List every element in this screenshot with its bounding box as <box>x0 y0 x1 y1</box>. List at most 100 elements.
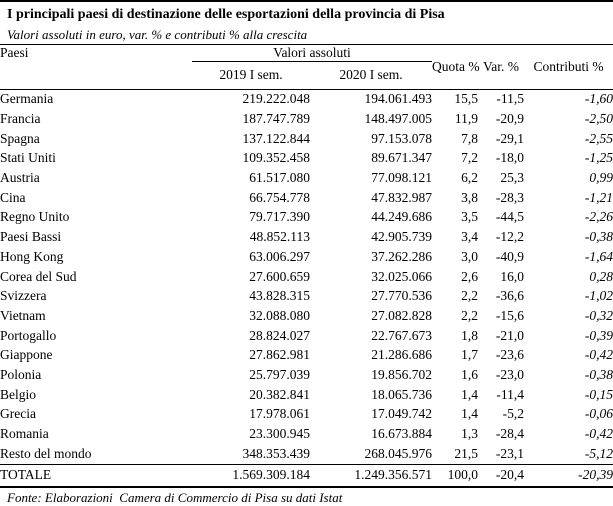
quota-cell: 7,2 <box>461 150 478 166</box>
contributi-cell: 0,28 <box>589 268 613 284</box>
value-2019-cell: 20.382.841 <box>249 386 310 402</box>
var-cell: -29,1 <box>495 130 524 146</box>
report-title: I principali paesi di destinazione delle… <box>7 6 445 22</box>
contributi-cell: -1,64 <box>584 248 613 264</box>
value-2020-cell: 77.098.121 <box>371 170 432 186</box>
value-2020-cell: 32.025.066 <box>371 268 432 284</box>
table-header: Paesi Valori assoluti Quota % Var. % Con… <box>0 44 613 89</box>
table-body: Germania 219.222.048 194.061.493 15,5 -1… <box>0 89 613 487</box>
header-quota: Quota % <box>432 58 480 74</box>
contributi-cell: -2,26 <box>584 209 613 225</box>
table-row: Giappone 27.862.981 21.286.686 1,7 -23,6… <box>0 345 613 365</box>
value-2019-cell: 63.006.297 <box>249 248 310 264</box>
var-cell: -18,0 <box>495 150 524 166</box>
value-2020-cell: 47.832.987 <box>371 189 432 205</box>
quota-cell: 3,0 <box>461 248 478 264</box>
value-2019-cell: 61.517.080 <box>249 170 310 186</box>
table-row: Portogallo 28.824.027 22.767.673 1,8 -21… <box>0 326 613 346</box>
var-cell: -11,5 <box>496 91 524 107</box>
contributi-cell: -1,21 <box>584 189 613 205</box>
value-2019-cell: 348.353.439 <box>242 445 311 461</box>
var-cell: -12,2 <box>495 229 524 245</box>
value-2019-cell: 28.824.027 <box>249 327 310 343</box>
country-cell: Paesi Bassi <box>0 229 62 245</box>
contributi-cell: -0,06 <box>584 406 613 422</box>
header-row-1: Paesi Valori assoluti Quota % Var. % Con… <box>0 44 613 74</box>
country-cell: Svizzera <box>0 288 47 304</box>
value-2019-cell: 43.828.315 <box>249 288 310 304</box>
total-row: TOTALE 1.569.309.184 1.249.356.571 100,0… <box>0 464 613 487</box>
country-cell: Grecia <box>0 406 36 422</box>
contributi-cell: -0,38 <box>584 366 613 382</box>
country-cell: Vietnam <box>0 307 46 323</box>
value-2019-cell: 109.352.458 <box>242 150 311 166</box>
var-cell: -11,4 <box>496 386 524 402</box>
quota-cell: 2,6 <box>461 268 478 284</box>
value-2020-cell: 89.671.347 <box>371 150 432 166</box>
country-cell: Hong Kong <box>0 248 64 264</box>
value-2020-cell: 21.286.686 <box>371 347 432 363</box>
total-var-cell: -20,4 <box>495 467 524 483</box>
table-row: Spagna 137.122.844 97.153.078 7,8 -29,1 … <box>0 129 613 149</box>
quota-cell: 1,8 <box>461 327 478 343</box>
contributi-cell: -1,02 <box>584 288 613 304</box>
country-cell: Spagna <box>0 130 40 146</box>
value-2019-cell: 17.978.061 <box>249 406 310 422</box>
table-row: Regno Unito 79.717.390 44.249.686 3,5 -4… <box>0 208 613 228</box>
country-cell: Stati Uniti <box>0 150 56 166</box>
var-cell: -15,6 <box>495 307 524 323</box>
contributi-cell: -2,50 <box>584 111 613 127</box>
country-cell: Belgio <box>0 386 36 402</box>
value-2019-cell: 23.300.945 <box>249 426 310 442</box>
value-2019-cell: 48.852.113 <box>249 229 310 245</box>
quota-cell: 7,8 <box>461 130 478 146</box>
table-row: Paesi Bassi 48.852.113 42.905.739 3,4 -1… <box>0 227 613 247</box>
value-2020-cell: 27.770.536 <box>371 288 432 304</box>
total-label-cell: TOTALE <box>0 467 52 483</box>
var-cell: -28,3 <box>495 189 524 205</box>
var-cell: -28,4 <box>495 426 524 442</box>
quota-cell: 2,2 <box>461 288 478 304</box>
value-2019-cell: 66.754.778 <box>249 189 310 205</box>
table-row: Polonia 25.797.039 19.856.702 1,6 -23,0 … <box>0 365 613 385</box>
value-2019-cell: 25.797.039 <box>249 366 310 382</box>
source-note: Fonte: Elaborazioni Camera di Commercio … <box>7 489 343 505</box>
table-row: Germania 219.222.048 194.061.493 15,5 -1… <box>0 89 613 109</box>
total-quota-cell: 100,0 <box>447 467 478 483</box>
header-row-2: 2019 I sem. 2020 I sem. <box>0 61 613 89</box>
table-row: Francia 187.747.789 148.497.005 11,9 -20… <box>0 109 613 129</box>
contributi-cell: -0,38 <box>584 229 613 245</box>
contributi-cell: -0,42 <box>584 347 613 363</box>
country-cell: Giappone <box>0 347 53 363</box>
table-row: Svizzera 43.828.315 27.770.536 2,2 -36,6… <box>0 286 613 306</box>
contributi-cell: -5,12 <box>584 445 613 461</box>
total-2019-cell: 1.569.309.184 <box>232 467 310 483</box>
value-2020-cell: 42.905.739 <box>371 229 432 245</box>
value-2019-cell: 27.600.659 <box>249 268 310 284</box>
contributi-cell: -1,25 <box>584 150 613 166</box>
table-row: Belgio 20.382.841 18.065.736 1,4 -11,4 -… <box>0 385 613 405</box>
table-row: Hong Kong 63.006.297 37.262.286 3,0 -40,… <box>0 247 613 267</box>
value-2020-cell: 44.249.686 <box>371 209 432 225</box>
country-cell: Corea del Sud <box>0 268 77 284</box>
value-2019-cell: 219.222.048 <box>242 91 311 107</box>
country-cell: Regno Unito <box>0 209 70 225</box>
var-cell: -23,1 <box>495 445 524 461</box>
quota-cell: 3,5 <box>461 209 478 225</box>
value-2020-cell: 194.061.493 <box>364 91 433 107</box>
value-2020-cell: 19.856.702 <box>371 366 432 382</box>
value-2020-cell: 268.045.976 <box>364 445 433 461</box>
contributi-cell: -0,42 <box>584 426 613 442</box>
var-cell: -20,9 <box>495 111 524 127</box>
quota-cell: 1,4 <box>461 386 478 402</box>
total-contributi-cell: -20,39 <box>578 467 613 483</box>
header-contributi: Contributi % <box>533 58 604 74</box>
quota-cell: 3,8 <box>461 189 478 205</box>
header-valori-assoluti: Valori assoluti <box>192 44 432 62</box>
value-2019-cell: 187.747.789 <box>242 111 311 127</box>
table-row: Corea del Sud 27.600.659 32.025.066 2,6 … <box>0 267 613 287</box>
quota-cell: 6,2 <box>461 170 478 186</box>
value-2020-cell: 17.049.742 <box>371 406 432 422</box>
country-cell: Polonia <box>0 366 42 382</box>
